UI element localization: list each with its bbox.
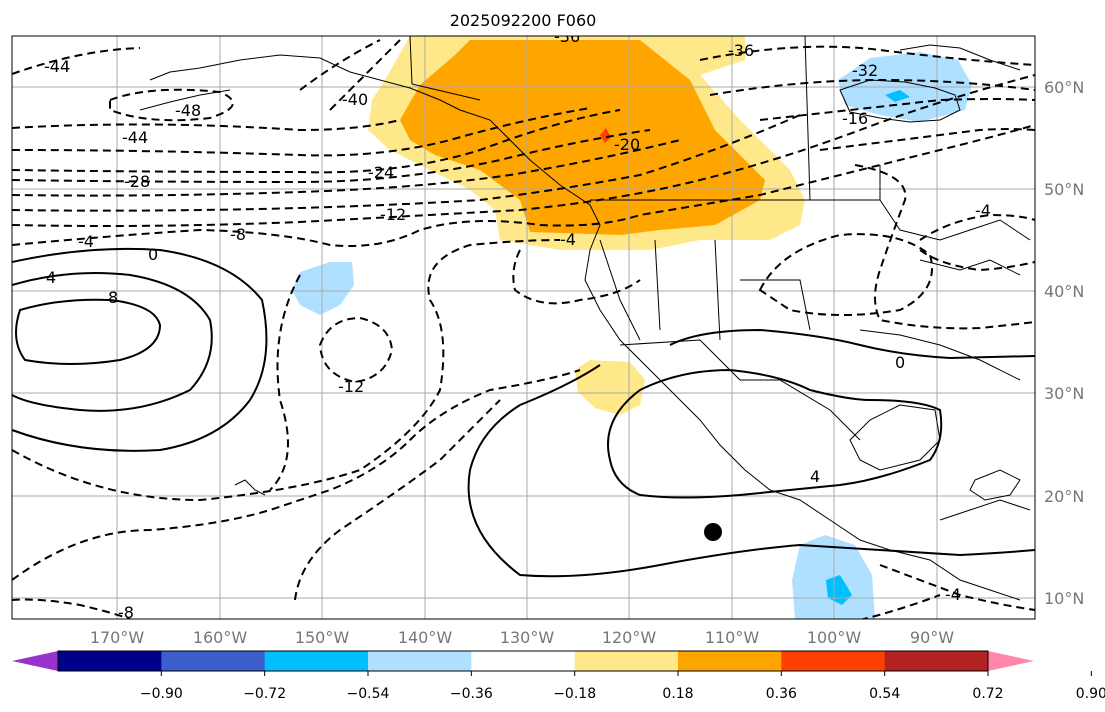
- contour-label: -8: [118, 603, 134, 622]
- contour-label: -36: [554, 27, 580, 46]
- lat-tick: 50°N: [1044, 180, 1084, 199]
- lon-tick: 130°W: [500, 628, 555, 647]
- contour-label: -4: [560, 230, 576, 249]
- lat-tick: 60°N: [1044, 78, 1084, 97]
- contour-label: -40: [342, 90, 368, 109]
- lon-tick: 160°W: [193, 628, 248, 647]
- contour-label: -44: [44, 57, 70, 76]
- colorbar-frame: [57, 650, 989, 672]
- map-title: 2025092200 F060: [450, 11, 597, 30]
- contour-label: 0: [148, 245, 158, 264]
- contour-labels: -44 -48 -44 -28 -40 -24 -12 -8 -4 -36 -3…: [44, 27, 991, 622]
- lat-tick: 40°N: [1044, 282, 1084, 301]
- colorbar: −0.90 −0.72 −0.54 −0.36 −0.18 0.18 0.36 0.54 0.7…: [12, 650, 1105, 702]
- contour-label: -4: [945, 585, 961, 604]
- lat-tick: 10°N: [1044, 589, 1084, 608]
- shade-red-spot: [600, 128, 611, 143]
- colorbar-segments: [58, 651, 989, 671]
- contour-label: -16: [842, 109, 868, 128]
- colorbar-segment: [574, 651, 679, 671]
- colorbar-extend-low: [12, 651, 58, 671]
- contour-label: -4: [78, 232, 94, 251]
- lon-tick: 140°W: [398, 628, 453, 647]
- contour-label: 8: [108, 288, 118, 307]
- contour-label: -8: [230, 225, 246, 244]
- contour-label: -48: [175, 101, 201, 120]
- shaded-regions: [292, 36, 972, 619]
- contour-label: 0: [895, 353, 905, 372]
- contour-label: -28: [124, 172, 150, 191]
- lon-tick: 170°W: [90, 628, 145, 647]
- colorbar-tick-label: −0.54: [347, 686, 390, 702]
- gridlines: [12, 36, 1035, 619]
- colorbar-ticks: −0.90 −0.72 −0.54 −0.36 −0.18 0.18 0.36 0.54 0.7…: [140, 671, 1105, 702]
- coastlines: [139, 36, 1031, 601]
- lat-tick: 30°N: [1044, 384, 1084, 403]
- positive-contours: [12, 247, 1035, 578]
- colorbar-segment: [368, 651, 472, 671]
- contour-label: 4: [810, 467, 820, 486]
- shade-light-yellow-mexico: [575, 360, 645, 415]
- colorbar-tick-label: −0.72: [243, 686, 286, 702]
- lon-tick: 100°W: [807, 628, 862, 647]
- lon-tick: 150°W: [295, 628, 350, 647]
- shade-light-blue-pacific: [292, 262, 354, 315]
- lon-tick: 110°W: [705, 628, 760, 647]
- colorbar-tick-label: 0.90: [1076, 686, 1105, 702]
- colorbar-segment: [161, 651, 266, 671]
- colorbar-tick-label: −0.18: [553, 686, 596, 702]
- colorbar-tick-label: 0.54: [869, 686, 900, 702]
- map-area: -44 -48 -44 -28 -40 -24 -12 -8 -4 -36 -3…: [12, 27, 1035, 622]
- lat-tick: 20°N: [1044, 487, 1084, 506]
- colorbar-segment: [471, 651, 576, 671]
- lon-tick: 90°W: [910, 628, 954, 647]
- colorbar-tick-label: 0.36: [766, 686, 797, 702]
- contour-label: -12: [338, 377, 364, 396]
- colorbar-tick-label: 0.72: [972, 686, 1003, 702]
- shade-blue-hudson: [885, 90, 910, 102]
- colorbar-segment: [58, 651, 162, 671]
- contour-label: -4: [975, 201, 991, 220]
- colorbar-tick-label: −0.36: [450, 686, 493, 702]
- colorbar-extend-high: [988, 651, 1034, 671]
- contour-label: -12: [380, 205, 406, 224]
- colorbar-segment: [884, 651, 989, 671]
- colorbar-segment: [781, 651, 886, 671]
- contour-label: 4: [46, 268, 56, 287]
- latitude-axis: 60°N 50°N 40°N 30°N 20°N 10°N: [1044, 78, 1084, 608]
- colorbar-tick-label: 0.18: [662, 686, 693, 702]
- contour-label: -36: [728, 41, 754, 60]
- colorbar-tick-label: −0.90: [140, 686, 183, 702]
- negative-contours: [12, 39, 1035, 619]
- colorbar-segment: [678, 651, 782, 671]
- longitude-axis: 170°W 160°W 150°W 140°W 130°W 120°W 110°…: [90, 628, 954, 647]
- lon-tick: 120°W: [602, 628, 657, 647]
- colorbar-segment: [264, 651, 369, 671]
- contour-label: -24: [368, 163, 394, 182]
- storm-center-dot: [704, 523, 722, 541]
- contour-label: -20: [614, 135, 640, 154]
- map-frame: [11, 35, 1036, 620]
- contour-label: -44: [122, 128, 148, 147]
- contour-label: -32: [852, 61, 878, 80]
